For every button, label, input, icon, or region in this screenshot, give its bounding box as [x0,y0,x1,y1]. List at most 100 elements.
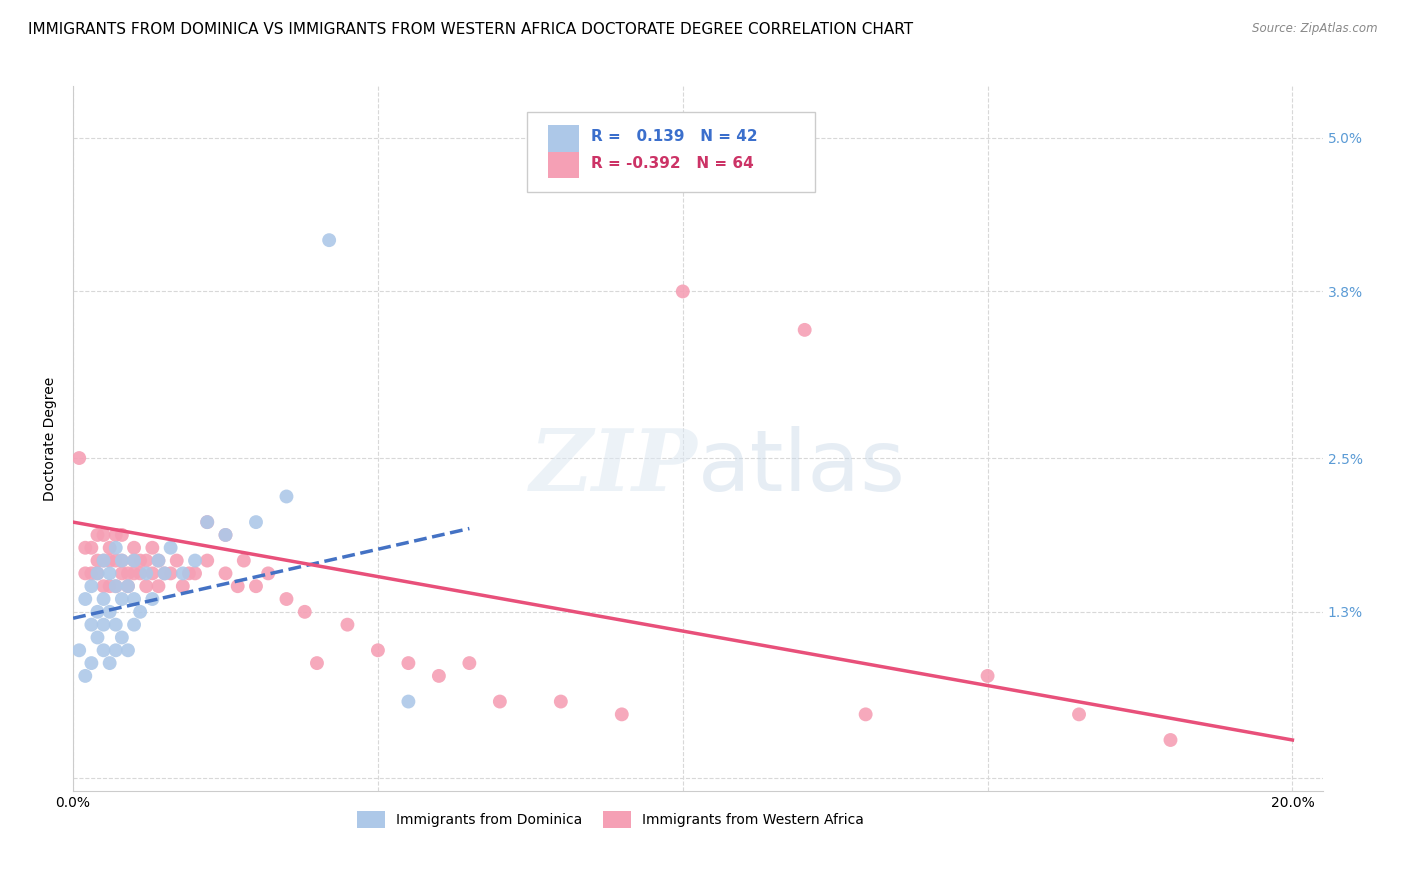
Point [111,553,134,567]
Point [141,541,163,555]
Point [93,617,115,632]
Point [305,656,328,670]
Point [195,515,218,529]
Point [86,528,108,542]
Text: IMMIGRANTS FROM DOMINICA VS IMMIGRANTS FROM WESTERN AFRICA DOCTORATE DEGREE CORR: IMMIGRANTS FROM DOMINICA VS IMMIGRANTS F… [28,22,914,37]
Point [195,515,218,529]
Point [67,450,90,465]
Legend: Immigrants from Dominica, Immigrants from Western Africa: Immigrants from Dominica, Immigrants fro… [352,805,869,834]
Point [98,553,121,567]
Point [294,605,316,619]
Point [93,553,115,567]
Point [80,541,103,555]
Point [117,579,139,593]
Point [257,566,280,581]
Point [148,579,170,593]
Point [214,528,236,542]
Point [111,566,134,581]
Point [104,579,127,593]
Point [80,617,103,632]
Point [117,566,139,581]
Point [166,553,188,567]
Point [458,656,481,670]
Point [111,631,134,645]
Point [80,579,103,593]
Point [104,579,127,593]
Point [129,605,152,619]
Point [276,490,298,504]
Point [75,566,97,581]
Point [93,579,115,593]
Point [226,579,249,593]
Point [122,553,145,567]
Point [141,592,163,607]
Point [184,553,207,567]
Point [86,553,108,567]
Point [93,553,115,567]
Text: R =   0.139   N = 42: R = 0.139 N = 42 [591,129,758,144]
Point [336,617,359,632]
Point [153,566,176,581]
Point [318,233,340,247]
Point [855,707,877,722]
Point [104,617,127,632]
Point [177,566,200,581]
Point [122,541,145,555]
Point [129,553,152,567]
Point [75,669,97,683]
Point [1159,733,1181,747]
Point [111,592,134,607]
Point [104,541,127,555]
Point [214,566,236,581]
Point [427,669,450,683]
Point [135,579,157,593]
Point [159,541,181,555]
Text: atlas: atlas [697,425,905,508]
Point [98,541,121,555]
Point [550,694,572,708]
Text: Source: ZipAtlas.com: Source: ZipAtlas.com [1253,22,1378,36]
Point [153,566,176,581]
Point [245,515,267,529]
Y-axis label: Doctorate Degree: Doctorate Degree [44,376,58,501]
Point [111,528,134,542]
Point [93,528,115,542]
Point [214,528,236,542]
Point [172,579,194,593]
Point [117,579,139,593]
Point [75,541,97,555]
Point [976,669,998,683]
Point [793,323,815,337]
Point [184,566,207,581]
Point [489,694,512,708]
Point [396,694,419,708]
Text: ZIP: ZIP [530,425,697,508]
Text: R = -0.392   N = 64: R = -0.392 N = 64 [591,155,754,170]
Point [148,553,170,567]
Point [396,656,419,670]
Point [117,643,139,657]
Point [93,643,115,657]
Point [195,553,218,567]
Point [135,566,157,581]
Point [148,553,170,567]
Point [104,643,127,657]
Point [86,631,108,645]
Point [98,656,121,670]
Point [141,566,163,581]
Point [98,579,121,593]
Point [276,592,298,607]
Point [672,285,695,299]
Point [172,566,194,581]
Point [129,566,152,581]
Point [245,579,267,593]
Point [75,592,97,607]
Point [67,643,90,657]
Point [122,553,145,567]
Point [104,553,127,567]
Point [122,592,145,607]
Point [86,566,108,581]
Point [98,605,121,619]
Point [111,553,134,567]
Point [610,707,633,722]
